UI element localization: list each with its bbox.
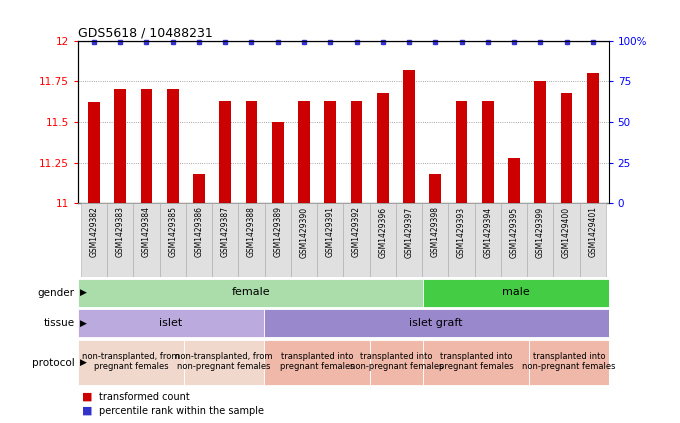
Bar [475,203,501,277]
Bar [396,203,422,277]
Bar [141,90,152,203]
Bar [114,90,126,203]
Bar [377,93,389,203]
Text: female: female [231,287,270,297]
Text: non-transplanted, from
pregnant females: non-transplanted, from pregnant females [82,352,180,371]
Bar [370,203,396,277]
Text: gender: gender [38,288,75,298]
Bar [264,341,370,385]
Text: GSM1429390: GSM1429390 [299,206,309,258]
Text: GSM1429393: GSM1429393 [457,206,466,258]
Text: GSM1429388: GSM1429388 [247,206,256,257]
Text: ■: ■ [82,392,92,401]
Bar [508,158,520,203]
Bar [265,203,291,277]
Text: male: male [502,287,530,297]
Bar [448,203,475,277]
Text: GSM1429391: GSM1429391 [326,206,335,258]
Text: GSM1429389: GSM1429389 [273,206,282,258]
Text: transplanted into
pregnant females: transplanted into pregnant females [439,352,513,371]
Text: GSM1429386: GSM1429386 [194,206,203,258]
Text: non-transplanted, from
non-pregnant females: non-transplanted, from non-pregnant fema… [175,352,273,371]
Bar [239,203,265,277]
Text: GSM1429383: GSM1429383 [116,206,124,258]
Text: GSM1429397: GSM1429397 [405,206,413,258]
Text: GSM1429394: GSM1429394 [483,206,492,258]
Text: GSM1429384: GSM1429384 [142,206,151,258]
Bar [78,309,264,337]
Bar [184,341,264,385]
Bar [186,203,212,277]
Bar [272,122,284,203]
Text: islet: islet [159,318,183,327]
Bar [160,203,186,277]
Text: GSM1429392: GSM1429392 [352,206,361,258]
Text: GDS5618 / 10488231: GDS5618 / 10488231 [78,27,213,39]
Bar [527,203,554,277]
Bar [324,101,336,203]
Bar [429,174,441,203]
Bar [501,203,527,277]
Bar [587,73,599,203]
Text: GSM1429399: GSM1429399 [536,206,545,258]
Text: GSM1429396: GSM1429396 [378,206,388,258]
Text: transplanted into
non-pregnant females: transplanted into non-pregnant females [522,352,615,371]
Bar [423,341,529,385]
Bar [561,93,573,203]
Bar [529,341,609,385]
Text: GSM1429401: GSM1429401 [588,206,597,258]
Bar [133,203,160,277]
Bar [220,101,231,203]
Bar [554,203,580,277]
Bar [343,203,370,277]
Text: GSM1429382: GSM1429382 [90,206,99,257]
Bar [370,341,423,385]
Bar [534,81,546,203]
Text: islet graft: islet graft [409,318,463,327]
Text: transplanted into
pregnant females: transplanted into pregnant females [279,352,354,371]
Text: protocol: protocol [32,358,75,368]
Text: GSM1429395: GSM1429395 [509,206,519,258]
Bar [403,70,415,203]
Bar [107,203,133,277]
Text: ■: ■ [82,406,92,416]
Bar [482,101,494,203]
Text: GSM1429400: GSM1429400 [562,206,571,258]
Text: percentile rank within the sample: percentile rank within the sample [99,406,264,416]
Bar [245,101,258,203]
Text: tissue: tissue [44,318,75,328]
Text: ▶: ▶ [80,319,86,328]
Bar [193,174,205,203]
Bar [78,341,184,385]
Text: ▶: ▶ [80,288,86,297]
Bar [423,279,609,307]
Bar [456,101,467,203]
Text: GSM1429398: GSM1429398 [431,206,440,258]
Bar [298,101,310,203]
Bar [317,203,343,277]
Text: transformed count: transformed count [99,392,189,401]
Bar [580,203,606,277]
Bar [81,203,107,277]
Text: ▶: ▶ [80,358,86,367]
Bar [167,90,179,203]
Text: GSM1429385: GSM1429385 [168,206,177,258]
Text: GSM1429387: GSM1429387 [221,206,230,258]
Bar [264,309,609,337]
Bar [351,101,362,203]
Text: transplanted into
non-pregnant females: transplanted into non-pregnant females [350,352,443,371]
Bar [422,203,448,277]
Bar [88,102,100,203]
Bar [78,279,423,307]
Bar [212,203,239,277]
Bar [291,203,317,277]
